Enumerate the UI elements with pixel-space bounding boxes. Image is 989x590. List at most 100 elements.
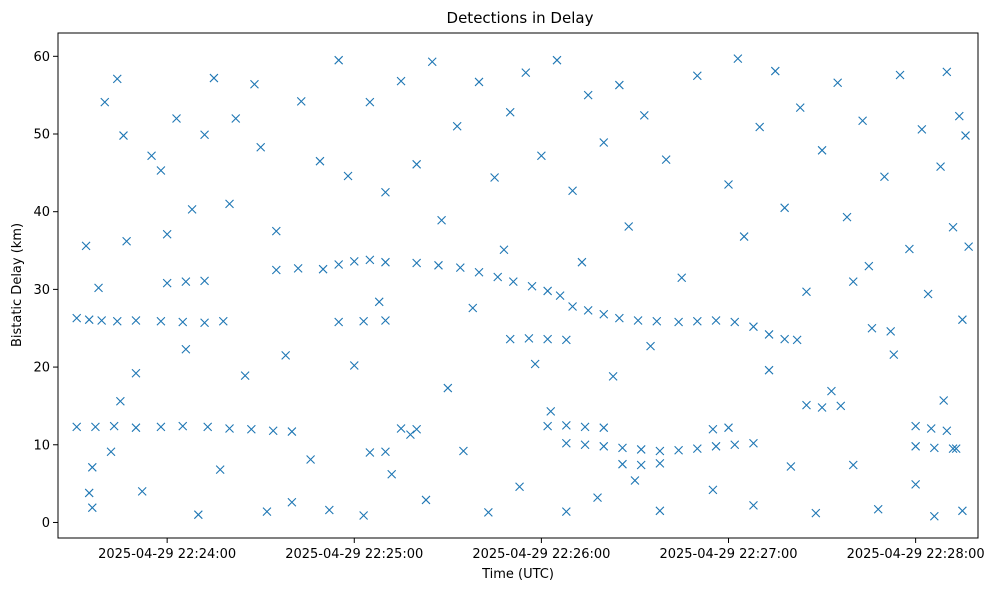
data-point [349, 361, 359, 370]
data-point [381, 187, 390, 197]
y-tick-label: 40 [33, 205, 50, 220]
data-point [942, 426, 952, 436]
data-point [156, 316, 166, 326]
data-point [655, 459, 665, 468]
data-point [630, 476, 640, 485]
x-tick-label: 2025-04-29 22:25:00 [285, 547, 423, 562]
y-tick-label: 50 [33, 128, 50, 143]
data-point [172, 114, 181, 123]
data-point [633, 316, 643, 325]
y-tick-label: 30 [33, 283, 50, 298]
data-point [614, 313, 624, 323]
data-point [646, 341, 655, 351]
data-point [193, 510, 203, 520]
data-point [537, 151, 546, 161]
data-point [858, 116, 867, 126]
data-point [964, 242, 974, 252]
data-point [343, 171, 353, 181]
data-point [87, 503, 97, 513]
data-point [530, 359, 540, 369]
data-point [443, 383, 453, 393]
data-point [381, 447, 390, 457]
data-point [396, 76, 406, 86]
x-tick-label: 2025-04-29 22:24:00 [98, 547, 236, 562]
data-point [156, 422, 166, 432]
data-point [923, 289, 933, 299]
data-point [817, 403, 827, 412]
data-point [452, 121, 462, 131]
data-point [802, 400, 811, 410]
chart-title: Detections in Delay [447, 9, 594, 27]
data-point [655, 446, 665, 456]
data-point [287, 497, 297, 507]
data-point [359, 316, 369, 326]
data-point [84, 488, 94, 498]
data-point [911, 441, 921, 451]
data-point [334, 317, 344, 327]
data-point [864, 261, 874, 271]
data-point [349, 257, 359, 266]
data-point [181, 277, 191, 287]
data-point [91, 422, 100, 432]
data-point [599, 441, 609, 451]
data-point [115, 396, 125, 406]
data-point [867, 323, 877, 333]
data-point [84, 315, 94, 325]
data-point [178, 317, 188, 327]
data-point [381, 257, 390, 267]
data-point [200, 276, 209, 286]
data-point [711, 316, 721, 325]
data-point [961, 131, 970, 140]
data-point [692, 316, 702, 326]
data-point [374, 297, 384, 307]
data-point [677, 273, 687, 283]
data-point [324, 505, 334, 515]
data-point [880, 172, 889, 182]
data-point [87, 462, 97, 472]
data-point [599, 423, 609, 433]
data-point [521, 68, 531, 78]
y-tick-label: 20 [33, 361, 50, 376]
data-point [886, 326, 896, 336]
data-point [94, 283, 103, 293]
data-point [958, 315, 967, 325]
data-point [187, 204, 197, 214]
data-point [802, 287, 811, 297]
data-point [583, 90, 593, 100]
data-point [437, 215, 446, 225]
data-point [287, 427, 297, 436]
data-point [334, 260, 344, 269]
data-point [268, 426, 278, 436]
x-tick-label: 2025-04-29 22:28:00 [847, 547, 985, 562]
data-point [112, 316, 122, 326]
data-point [580, 422, 590, 432]
data-point [836, 401, 846, 411]
data-point [256, 142, 266, 152]
data-point [156, 166, 166, 175]
data-point [749, 500, 758, 510]
data-point [674, 445, 683, 455]
data-point [755, 122, 765, 132]
data-point [365, 97, 375, 107]
data-point [764, 365, 774, 375]
data-point [546, 406, 556, 416]
data-point [271, 265, 281, 275]
data-point [97, 316, 107, 325]
data-point [147, 151, 156, 161]
data-point [948, 444, 958, 454]
data-point [296, 96, 306, 106]
data-point [739, 232, 749, 241]
data-point [365, 255, 375, 265]
data-point [543, 334, 553, 344]
data-point [218, 316, 228, 326]
x-tick-label: 2025-04-29 22:26:00 [472, 547, 610, 562]
data-point [942, 67, 952, 77]
data-point [137, 486, 147, 496]
data-point [929, 511, 939, 521]
x-axis-label: Time (UTC) [481, 567, 554, 582]
data-point [365, 448, 375, 457]
data-point [246, 424, 256, 434]
data-point [524, 333, 534, 343]
data-point [434, 260, 443, 270]
